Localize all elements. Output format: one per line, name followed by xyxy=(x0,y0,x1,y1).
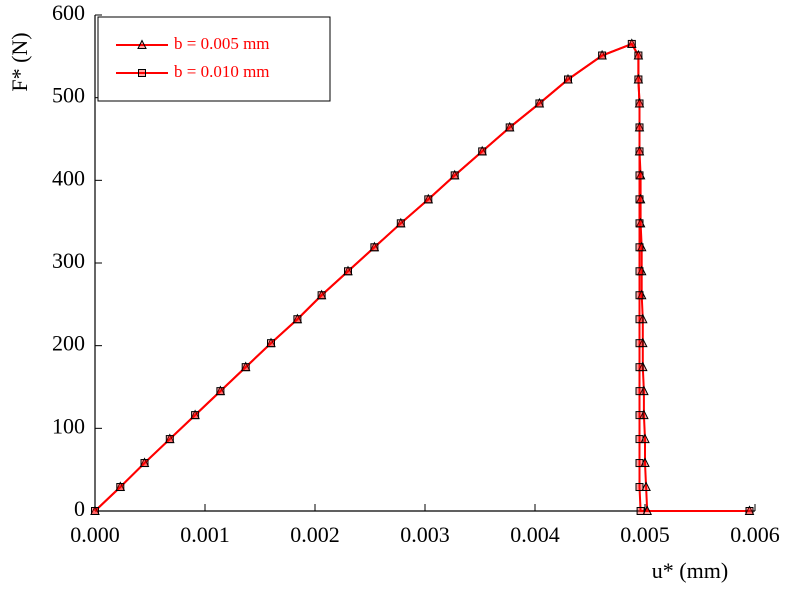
marker xyxy=(116,483,125,492)
marker xyxy=(535,99,544,108)
marker xyxy=(635,123,644,132)
marker xyxy=(293,315,302,324)
series-line xyxy=(94,42,750,512)
marker xyxy=(165,435,174,444)
marker xyxy=(317,291,326,300)
x-tick-label: 0.002 xyxy=(290,522,340,547)
marker xyxy=(635,171,644,180)
y-tick-label: 300 xyxy=(52,248,85,273)
x-tick-label: 0.004 xyxy=(510,522,560,547)
marker xyxy=(635,435,644,444)
marker xyxy=(635,195,644,204)
marker xyxy=(635,219,644,228)
x-tick-label: 0.003 xyxy=(400,522,450,547)
marker xyxy=(635,459,644,468)
legend-box xyxy=(97,16,331,102)
marker xyxy=(635,411,644,420)
y-tick-label: 400 xyxy=(52,165,85,190)
marker xyxy=(137,39,147,49)
marker xyxy=(635,147,644,156)
y-tick-label: 0 xyxy=(74,496,85,521)
x-tick-label: 0.000 xyxy=(70,522,120,547)
marker xyxy=(635,243,644,252)
marker xyxy=(424,195,433,204)
y-tick-label: 500 xyxy=(52,83,85,108)
marker xyxy=(564,75,572,84)
marker xyxy=(396,219,405,228)
x-tick-label: 0.005 xyxy=(620,522,670,547)
marker xyxy=(450,171,459,180)
x-tick-label: 0.006 xyxy=(730,522,780,547)
marker xyxy=(91,507,99,515)
marker xyxy=(634,75,643,84)
x-axis-label: u* (mm) xyxy=(652,558,728,583)
legend-label: b = 0.005 mm xyxy=(174,34,270,53)
series-line xyxy=(94,42,750,512)
marker xyxy=(627,39,636,48)
marker xyxy=(635,387,644,396)
marker xyxy=(635,339,644,348)
marker xyxy=(267,339,275,348)
marker xyxy=(635,291,644,300)
marker xyxy=(138,69,146,77)
marker xyxy=(745,507,754,515)
marker xyxy=(635,99,644,108)
marker xyxy=(140,459,149,468)
legend-label: b = 0.010 mm xyxy=(174,62,270,81)
marker xyxy=(639,409,649,420)
x-tick-label: 0.001 xyxy=(180,522,230,547)
marker xyxy=(344,267,352,276)
marker xyxy=(635,315,644,324)
marker xyxy=(636,507,645,515)
marker xyxy=(635,267,644,276)
marker xyxy=(478,147,487,156)
y-tick-label: 100 xyxy=(52,413,85,438)
marker xyxy=(241,363,250,372)
marker xyxy=(505,123,514,132)
marker xyxy=(191,411,200,420)
y-tick-label: 200 xyxy=(52,331,85,356)
marker xyxy=(642,505,653,515)
marker xyxy=(370,243,379,252)
marker xyxy=(598,51,607,60)
marker xyxy=(639,385,649,396)
marker xyxy=(634,51,643,60)
y-axis-label: F* (N) xyxy=(7,32,32,91)
marker xyxy=(635,363,644,372)
y-tick-label: 600 xyxy=(52,0,85,25)
marker xyxy=(641,481,651,492)
marker xyxy=(635,483,644,492)
marker xyxy=(216,387,225,396)
